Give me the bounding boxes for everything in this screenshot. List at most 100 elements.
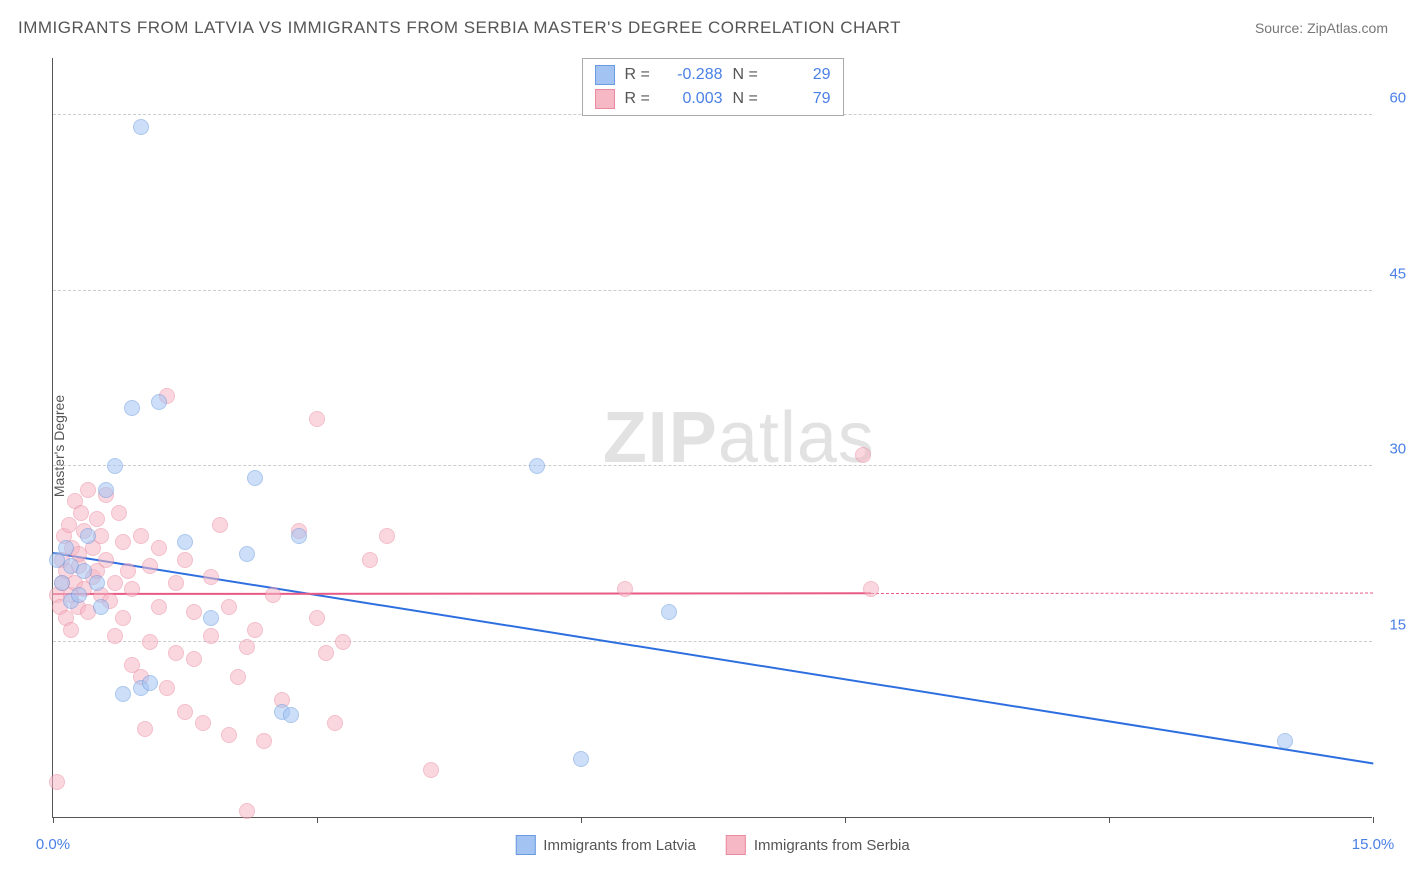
data-point <box>230 669 246 685</box>
data-point <box>239 803 255 819</box>
x-tick-label: 15.0% <box>1352 836 1395 853</box>
data-point <box>177 704 193 720</box>
data-point <box>203 610 219 626</box>
data-point <box>203 628 219 644</box>
data-point <box>177 552 193 568</box>
data-point <box>239 546 255 562</box>
data-point <box>107 575 123 591</box>
swatch-latvia <box>595 65 615 85</box>
data-point <box>168 645 184 661</box>
legend-item-latvia: Immigrants from Latvia <box>515 835 696 855</box>
x-tick-label: 0.0% <box>36 836 70 853</box>
series-legend: Immigrants from Latvia Immigrants from S… <box>515 835 909 855</box>
chart-title: IMMIGRANTS FROM LATVIA VS IMMIGRANTS FRO… <box>18 18 901 38</box>
data-point <box>362 552 378 568</box>
x-tick <box>581 817 582 823</box>
data-point <box>256 733 272 749</box>
data-point <box>617 581 633 597</box>
data-point <box>379 528 395 544</box>
data-point <box>80 482 96 498</box>
data-point <box>855 447 871 463</box>
x-tick <box>1109 817 1110 823</box>
data-point <box>142 675 158 691</box>
data-point <box>120 563 136 579</box>
data-point <box>203 569 219 585</box>
data-point <box>283 707 299 723</box>
data-point <box>133 119 149 135</box>
data-point <box>212 517 228 533</box>
data-point <box>661 604 677 620</box>
data-point <box>142 558 158 574</box>
data-point <box>115 686 131 702</box>
data-point <box>291 528 307 544</box>
data-point <box>195 715 211 731</box>
data-point <box>98 482 114 498</box>
data-point <box>247 470 263 486</box>
title-bar: IMMIGRANTS FROM LATVIA VS IMMIGRANTS FRO… <box>18 18 1388 38</box>
data-point <box>186 651 202 667</box>
data-point <box>151 540 167 556</box>
data-point <box>107 458 123 474</box>
y-tick-label: 60.0% <box>1377 90 1406 107</box>
data-point <box>221 727 237 743</box>
data-point <box>309 411 325 427</box>
data-point <box>1277 733 1293 749</box>
trend-line <box>53 592 871 595</box>
data-point <box>93 599 109 615</box>
data-point <box>80 528 96 544</box>
y-tick-label: 30.0% <box>1377 441 1406 458</box>
data-point <box>863 581 879 597</box>
data-point <box>71 587 87 603</box>
data-point <box>49 774 65 790</box>
data-point <box>89 575 105 591</box>
data-point <box>124 581 140 597</box>
y-tick-label: 15.0% <box>1377 616 1406 633</box>
scatter-plot: ZIPatlas R = -0.288 N = 29 R = 0.003 N =… <box>52 58 1372 818</box>
data-point <box>239 639 255 655</box>
data-point <box>73 505 89 521</box>
data-point <box>63 622 79 638</box>
swatch-latvia-icon <box>515 835 535 855</box>
legend-item-serbia: Immigrants from Serbia <box>726 835 910 855</box>
data-point <box>124 400 140 416</box>
legend-row-latvia: R = -0.288 N = 29 <box>595 63 831 87</box>
swatch-serbia-icon <box>726 835 746 855</box>
data-point <box>221 599 237 615</box>
legend-row-serbia: R = 0.003 N = 79 <box>595 87 831 111</box>
data-point <box>98 552 114 568</box>
data-point <box>423 762 439 778</box>
data-point <box>61 517 77 533</box>
data-point <box>107 628 123 644</box>
gridline <box>53 290 1372 291</box>
data-point <box>247 622 263 638</box>
x-tick <box>1373 817 1374 823</box>
data-point <box>309 610 325 626</box>
data-point <box>137 721 153 737</box>
x-tick <box>317 817 318 823</box>
data-point <box>335 634 351 650</box>
data-point <box>177 534 193 550</box>
gridline <box>53 465 1372 466</box>
correlation-legend: R = -0.288 N = 29 R = 0.003 N = 79 <box>582 58 844 116</box>
data-point <box>573 751 589 767</box>
data-point <box>133 528 149 544</box>
trend-line-dashed <box>871 593 1373 594</box>
data-point <box>265 587 281 603</box>
data-point <box>115 610 131 626</box>
data-point <box>318 645 334 661</box>
data-point <box>159 680 175 696</box>
data-point <box>327 715 343 731</box>
data-point <box>168 575 184 591</box>
data-point <box>54 575 70 591</box>
x-tick <box>53 817 54 823</box>
y-tick-label: 45.0% <box>1377 265 1406 282</box>
data-point <box>151 599 167 615</box>
data-point <box>111 505 127 521</box>
swatch-serbia <box>595 89 615 109</box>
source-label: Source: ZipAtlas.com <box>1255 20 1388 36</box>
x-tick <box>845 817 846 823</box>
data-point <box>89 511 105 527</box>
trend-line <box>53 552 1373 764</box>
data-point <box>115 534 131 550</box>
data-point <box>58 540 74 556</box>
